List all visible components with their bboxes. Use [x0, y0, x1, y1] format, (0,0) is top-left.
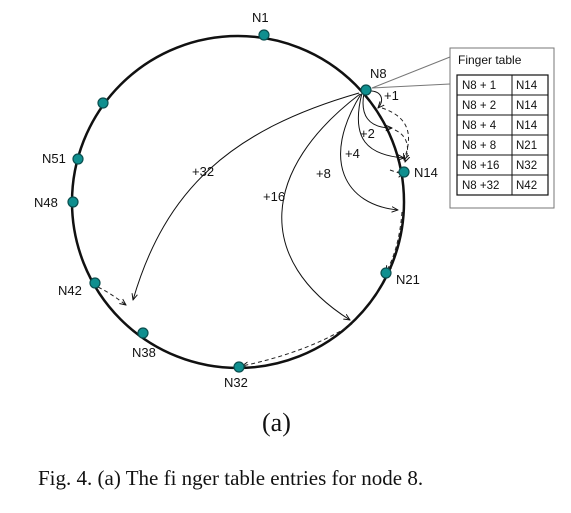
finger-table-start-5: N8 +16	[462, 160, 499, 172]
finger-label-plus1: +1	[384, 88, 399, 103]
node-label-n48: N48	[34, 195, 58, 210]
finger-table-start-1: N8 + 1	[462, 80, 496, 92]
finger-table-node-2: N14	[516, 100, 538, 112]
node-label-n42: N42	[58, 283, 82, 298]
finger-label-plus2: +2	[360, 126, 375, 141]
finger-table-start-4: N8 + 8	[462, 140, 496, 152]
node-n14	[398, 166, 410, 178]
successor-arrow-n14-a	[381, 107, 409, 160]
node-label-n14: N14	[414, 165, 438, 180]
finger-label-plus4: +4	[345, 146, 360, 161]
finger-table-start-2: N8 + 2	[462, 100, 496, 112]
node-n1	[258, 29, 270, 41]
finger-table-title: Finger table	[458, 53, 522, 67]
finger-table-node-1: N14	[516, 80, 538, 92]
successor-arrow-n14-b	[394, 129, 408, 162]
finger-label-plus8: +8	[316, 166, 331, 181]
finger-table: Finger table N8 + 1 N14 N8 + 2 N14 N8 + …	[449, 47, 555, 209]
node-label-n8: N8	[370, 66, 387, 81]
node-n32	[233, 361, 245, 373]
ring-nodes	[67, 29, 410, 373]
node-label-n21: N21	[396, 272, 420, 287]
finger-table-start-6: N8 +32	[462, 180, 499, 192]
finger-arrow-plus8	[340, 93, 398, 210]
node-n8	[360, 84, 372, 96]
node-label-n1: N1	[252, 10, 269, 25]
finger-labels: +1 +2 +4 +8 +16 +32	[192, 88, 399, 204]
node-n48	[67, 196, 79, 208]
node-n21	[380, 267, 392, 279]
node-labels: N1 N8 N14 N21 N32 N38 N42 N48 N51	[34, 10, 438, 390]
node-n38	[137, 327, 149, 339]
successor-arrows	[97, 107, 409, 366]
node-label-n32: N32	[224, 375, 248, 390]
finger-arrow-plus4	[357, 92, 404, 158]
node-n56	[97, 97, 109, 109]
finger-table-leader	[371, 56, 451, 89]
finger-arrow-plus2	[362, 92, 392, 128]
node-n42	[89, 277, 101, 289]
figure-caption: Fig. 4. (a) The fi nger table entries fo…	[38, 466, 424, 490]
finger-table-node-6: N42	[516, 180, 537, 192]
node-label-n38: N38	[132, 345, 156, 360]
finger-table-node-3: N14	[516, 120, 538, 132]
successor-arrow-n42	[97, 286, 126, 305]
node-label-n51: N51	[42, 151, 66, 166]
finger-table-node-5: N32	[516, 160, 537, 172]
node-n51	[72, 153, 84, 165]
finger-table-node-4: N21	[516, 140, 537, 152]
finger-arrows	[133, 90, 404, 320]
finger-arrow-plus16	[281, 93, 361, 320]
finger-table-start-3: N8 + 4	[462, 120, 497, 132]
finger-arrow-plus32	[133, 92, 360, 300]
subfigure-label: (a)	[262, 408, 291, 437]
finger-label-plus16: +16	[263, 189, 285, 204]
finger-label-plus32: +32	[192, 164, 214, 179]
successor-arrow-n32	[242, 323, 353, 366]
successor-arrow-n14-c	[389, 169, 404, 173]
chord-ring	[70, 34, 406, 370]
